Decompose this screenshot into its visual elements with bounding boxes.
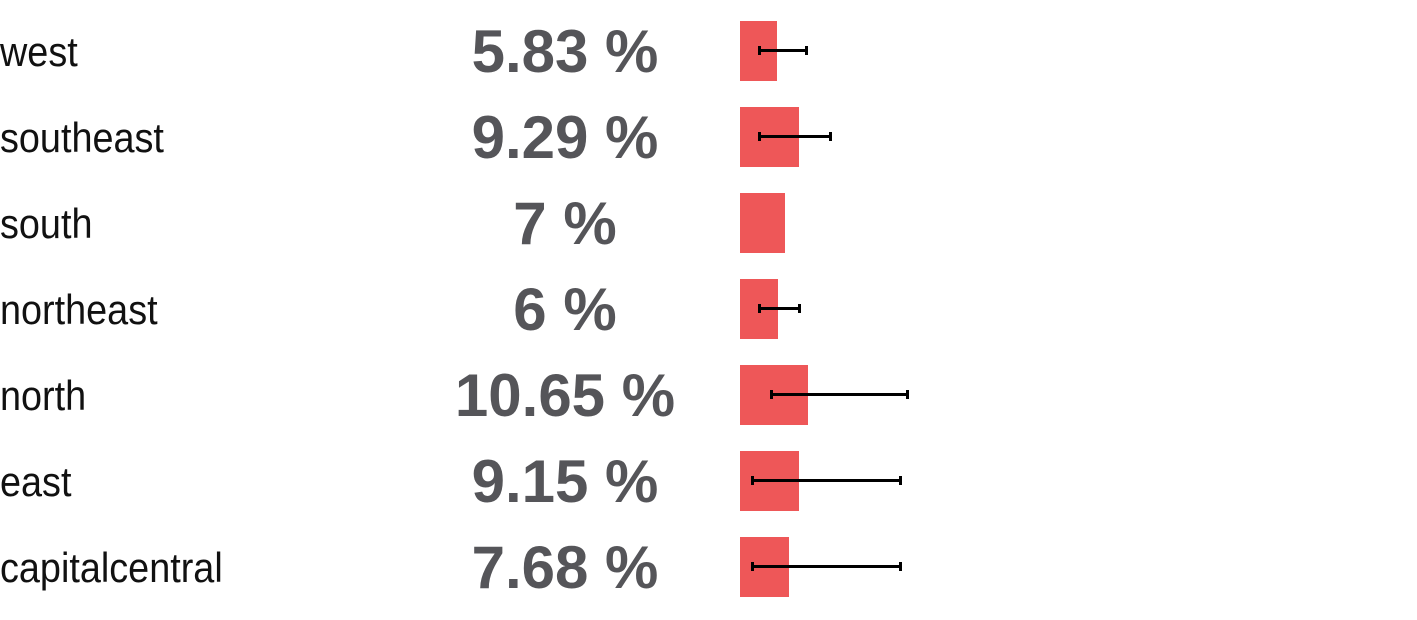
error-cap-high	[899, 476, 902, 485]
value-label: 5.83 %	[471, 18, 659, 85]
value-label: 10.65 %	[454, 362, 676, 429]
bar	[740, 193, 785, 253]
error-cap-low	[757, 46, 761, 55]
category-label: northeast	[0, 286, 158, 333]
chart-row: south 7 %	[0, 181, 1417, 267]
error-cap-high	[906, 390, 910, 399]
category-label: southeast	[0, 114, 164, 161]
error-bar	[752, 565, 900, 568]
value-label: 7 %	[513, 190, 617, 257]
chart-row: east 9.15 %	[0, 439, 1417, 525]
category-label: west	[0, 28, 78, 75]
chart-row: north 10.65 %	[0, 353, 1417, 439]
error-cap-low	[757, 132, 761, 141]
category-label: capitalcentral	[0, 544, 223, 591]
chart-row: southeast 9.29 %	[0, 95, 1417, 181]
error-cap-low	[751, 562, 755, 571]
error-cap-high	[797, 304, 801, 313]
value-label: 7.68 %	[471, 534, 659, 601]
error-bar	[758, 135, 830, 138]
category-label: north	[0, 372, 87, 419]
chart-row: west 5.83 %	[0, 9, 1417, 95]
error-cap-low	[770, 390, 774, 399]
category-label: east	[0, 458, 72, 505]
error-bar	[771, 393, 908, 396]
category-label: south	[0, 200, 93, 247]
value-label: 9.15 %	[471, 448, 659, 515]
value-label: 6 %	[513, 276, 617, 343]
error-bar	[758, 307, 799, 310]
error-cap-high	[899, 562, 902, 571]
value-label: 9.29 %	[471, 104, 659, 171]
error-cap-high	[804, 46, 808, 55]
chart-row: northeast 6 %	[0, 267, 1417, 353]
error-bar	[752, 479, 900, 482]
chart-row: capitalcentral 7.68 %	[0, 525, 1417, 611]
error-bar	[758, 49, 806, 52]
error-cap-low	[757, 304, 761, 313]
error-cap-high	[828, 132, 832, 141]
error-cap-low	[751, 476, 755, 485]
